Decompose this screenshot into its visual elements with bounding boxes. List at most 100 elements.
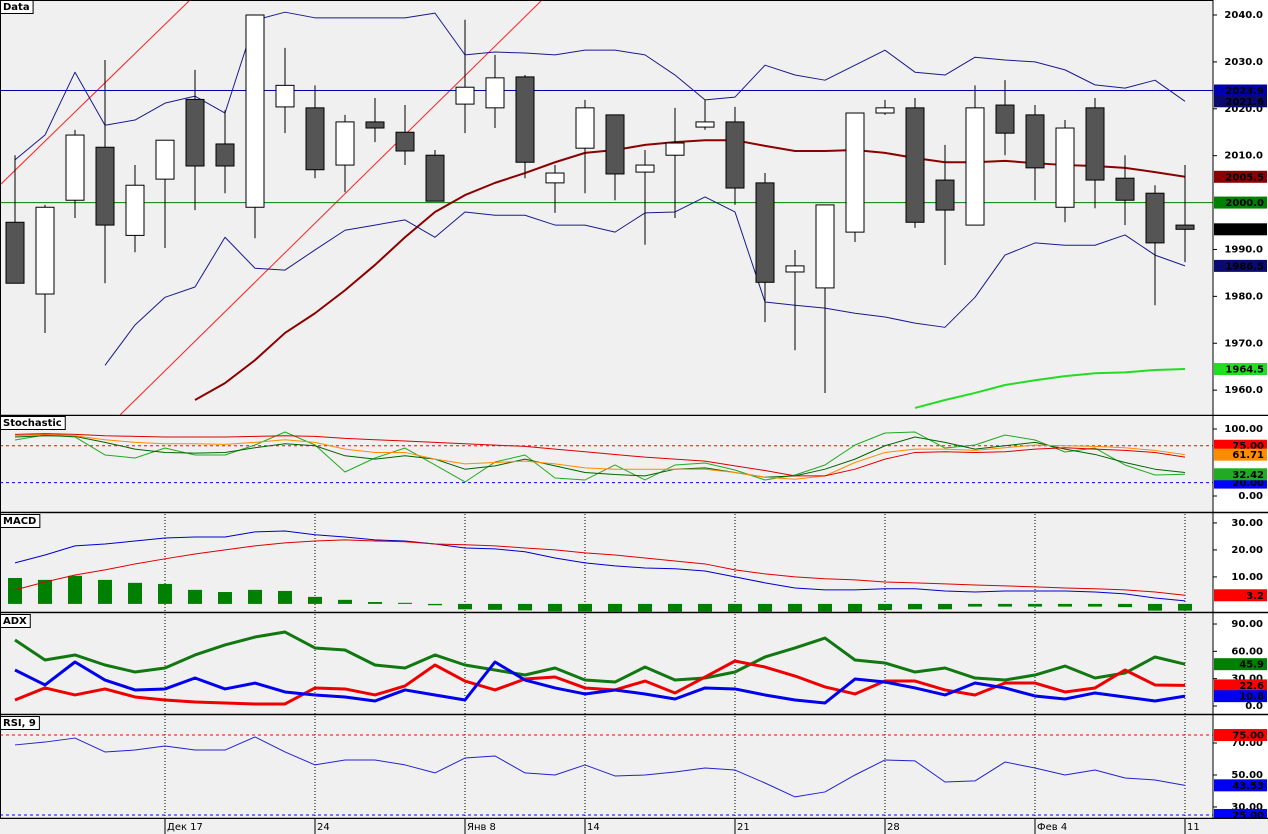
value-badge-label: 75.00 <box>1232 441 1264 452</box>
value-badge-label: 2021.6 <box>1225 97 1264 108</box>
series-line <box>194 139 1186 401</box>
series-line <box>14 659 1186 706</box>
trend-line <box>119 0 543 415</box>
series-line <box>14 630 1186 684</box>
y-tick-label: 1990.0 <box>1224 244 1263 255</box>
value-badge <box>1214 589 1267 602</box>
series-line <box>14 433 1186 477</box>
candle-body <box>695 121 715 128</box>
y-tick-label: 90.00 <box>1231 619 1263 630</box>
histogram-bar <box>488 603 502 610</box>
series-line <box>14 431 1186 483</box>
y-tick-label: 10.00 <box>1231 572 1263 583</box>
histogram-bar <box>1178 603 1192 611</box>
candle-body <box>245 14 265 208</box>
candle-body <box>725 121 745 189</box>
y-tick-label: 2040.0 <box>1224 10 1263 21</box>
candle-body <box>815 204 835 289</box>
series-line <box>14 539 1186 596</box>
axis-background <box>1213 416 1268 512</box>
candle-body <box>155 139 175 180</box>
value-badge-label: 2000.0 <box>1225 198 1264 209</box>
candle-body <box>455 86 475 105</box>
candle-body <box>1175 224 1195 230</box>
series-line <box>14 736 1186 798</box>
value-badge-label: 2023.9 <box>1225 86 1264 97</box>
histogram-bar <box>788 603 802 612</box>
histogram-bar <box>908 603 922 610</box>
histogram-bar <box>608 603 622 612</box>
value-badge <box>1214 84 1267 97</box>
histogram-bar <box>458 603 472 610</box>
value-badge <box>1214 779 1267 792</box>
candle-body <box>1115 177 1135 201</box>
panel-plot <box>0 431 1213 484</box>
panel-title: Data <box>3 2 30 13</box>
panel-plot <box>0 716 1213 818</box>
panel-background <box>0 716 1213 818</box>
histogram-bar <box>1088 603 1102 607</box>
candle-body <box>1025 114 1045 169</box>
y-tick-label: 30.00 <box>1231 518 1263 529</box>
value-badge-label: 43.53 <box>1232 781 1264 792</box>
y-tick-label: 2010.0 <box>1224 151 1263 162</box>
histogram-bar <box>878 603 892 611</box>
candle-body <box>845 112 865 233</box>
histogram-bar <box>518 603 532 611</box>
panel-plot <box>14 614 1186 714</box>
histogram-bar <box>758 603 772 612</box>
histogram-bar <box>338 599 352 604</box>
candle-body <box>215 143 235 167</box>
histogram-bar <box>248 589 262 604</box>
panel-title: Stochastic <box>3 418 62 429</box>
x-tick-label: 28 <box>887 822 900 833</box>
histogram-bar <box>368 602 382 604</box>
histogram-bar <box>848 603 862 612</box>
histogram-bar <box>578 603 592 612</box>
candle-body <box>935 179 955 211</box>
value-badge <box>1214 729 1267 742</box>
y-tick-label: 1960.0 <box>1224 385 1263 396</box>
value-badge <box>1214 690 1267 703</box>
value-badge <box>1214 170 1267 183</box>
value-badge-label: 2005.5 <box>1225 172 1264 183</box>
histogram-bar <box>1118 603 1132 608</box>
candle-body <box>1085 107 1105 181</box>
value-badge-label: 61.71 <box>1232 450 1264 461</box>
value-badge-label: 25.00 <box>1232 810 1264 821</box>
panel-background <box>0 614 1213 714</box>
histogram-bar <box>548 603 562 612</box>
histogram-bar <box>98 579 112 604</box>
y-tick-label: 1970.0 <box>1224 338 1263 349</box>
panel-background <box>0 0 1213 415</box>
candle-body <box>95 146 115 226</box>
y-tick-label: 30.00 <box>1231 674 1263 685</box>
histogram-bar <box>158 583 172 604</box>
value-badge <box>1214 363 1267 376</box>
x-tick-label: Дек 17 <box>167 822 203 833</box>
candle-body <box>125 184 145 236</box>
series-line <box>14 433 1186 480</box>
histogram-bar <box>1028 603 1042 607</box>
series-line <box>14 11 1186 161</box>
panel-background <box>0 416 1213 512</box>
histogram-bar <box>1148 603 1162 611</box>
candle-body <box>635 164 655 173</box>
candle-body <box>755 182 775 283</box>
histogram-bar <box>938 603 952 610</box>
histogram-bar <box>8 577 22 604</box>
value-badge <box>1214 448 1267 461</box>
candle-body <box>5 221 25 284</box>
candle-body <box>1055 127 1075 208</box>
y-tick-label: 100.00 <box>1224 424 1263 435</box>
y-tick-label: 0.0 <box>1245 701 1263 712</box>
histogram-bar <box>998 603 1012 607</box>
candle-body <box>275 84 295 108</box>
candle-body <box>395 131 415 152</box>
value-badge-label: 22.6 <box>1239 681 1264 692</box>
histogram-bar <box>278 590 292 604</box>
candle-body <box>545 172 565 184</box>
histogram-bar <box>308 596 322 604</box>
value-badge <box>1214 223 1267 236</box>
